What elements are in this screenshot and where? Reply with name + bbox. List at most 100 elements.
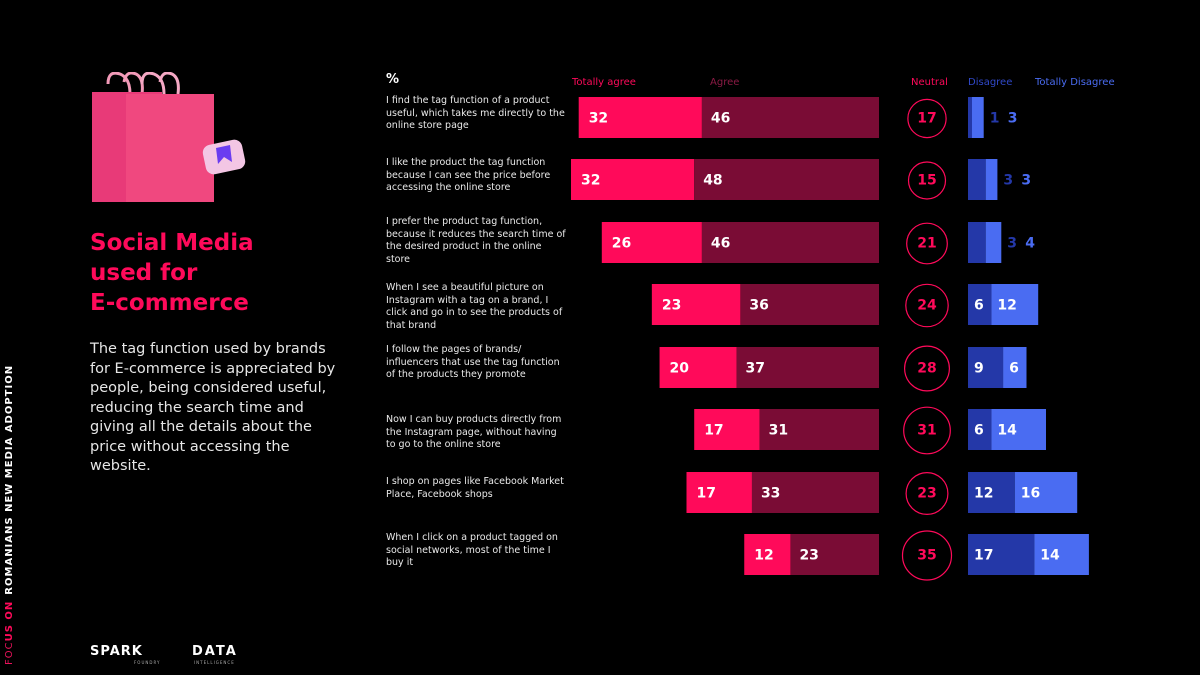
headline-line: E-commerce: [90, 290, 249, 316]
bar-totally-agree: [578, 97, 702, 138]
label-disagree: 9: [974, 361, 984, 377]
description: The tag function used by brands for E-co…: [90, 341, 336, 474]
legend-totally-disagree: Totally Disagree: [1035, 77, 1115, 88]
bar-agree: [759, 409, 879, 450]
bar-disagree: [968, 472, 1015, 513]
bar-agree: [694, 159, 879, 200]
label-disagree: 3: [1007, 236, 1017, 252]
label-neutral: 28: [917, 361, 936, 377]
statement-label: I prefer the product tag function, becau…: [386, 216, 566, 265]
legend-agree: Agree: [710, 77, 740, 88]
headline: Social Media used for E-commerce: [90, 228, 330, 318]
label-totally-agree: 26: [612, 236, 631, 252]
circle-neutral: [903, 345, 950, 392]
statement-label: I shop on pages like Facebook Market Pla…: [386, 476, 564, 500]
label-neutral: 15: [917, 173, 936, 189]
label-totally-disagree: 16: [1021, 486, 1040, 502]
statement-label: I find the tag function of a product use…: [386, 95, 565, 131]
unit-label: %: [386, 72, 400, 87]
label-agree: 37: [746, 361, 765, 377]
label-disagree: 6: [974, 423, 984, 439]
bar-totally-disagree: [972, 97, 984, 138]
label-agree: 46: [711, 236, 730, 252]
statement-label: I follow the pages of brands/ influencer…: [386, 344, 560, 380]
bar-totally-disagree: [991, 409, 1046, 450]
bar-agree: [701, 97, 879, 138]
circle-neutral: [907, 98, 947, 139]
bar-disagree: [968, 409, 992, 450]
bar-totally-agree: [694, 409, 760, 450]
bar-agree: [736, 347, 879, 388]
label-totally-agree: 23: [662, 298, 681, 314]
legend-neutral: Neutral: [911, 77, 948, 88]
headline-line: Social Media: [90, 230, 254, 256]
label-totally-disagree: 12: [997, 298, 1016, 314]
bar-agree: [790, 534, 879, 575]
bar-totally-disagree: [985, 159, 998, 200]
label-agree: 48: [703, 173, 722, 189]
spark-logo: SPARK: [90, 644, 143, 659]
bar-disagree: [968, 97, 972, 138]
label-disagree: 12: [974, 486, 993, 502]
label-neutral: 21: [917, 236, 936, 252]
label-totally-disagree: 4: [1025, 236, 1035, 252]
circle-neutral: [905, 283, 949, 328]
label-disagree: 3: [1003, 173, 1013, 189]
label-neutral: 24: [917, 298, 937, 314]
bar-totally-disagree: [1003, 347, 1027, 388]
headline-line: used for: [90, 260, 198, 286]
label-totally-agree: 17: [704, 423, 723, 439]
bar-disagree: [968, 534, 1035, 575]
bar-disagree: [968, 159, 986, 200]
label-agree: 46: [711, 111, 730, 127]
label-agree: 33: [761, 486, 780, 502]
data-logo: DATA: [192, 644, 238, 659]
label-agree: 23: [799, 548, 818, 564]
spark-logo-sub: FOUNDRY: [134, 660, 161, 665]
label-totally-agree: 32: [581, 173, 600, 189]
bar-totally-agree: [744, 534, 791, 575]
bar-totally-agree: [601, 222, 702, 263]
statement-label: I like the product the tag function beca…: [386, 157, 551, 193]
statement-label: When I click on a product tagged on soci…: [386, 532, 558, 568]
label-totally-disagree: 14: [1040, 548, 1060, 564]
label-totally-agree: 20: [670, 361, 690, 377]
bar-totally-agree: [659, 347, 737, 388]
bar-agree: [701, 222, 879, 263]
bar-totally-disagree: [985, 222, 1002, 263]
bar-disagree: [968, 284, 992, 325]
circle-neutral: [907, 161, 947, 200]
statement-label: When I see a beautiful picture on Instag…: [386, 282, 563, 331]
bar-agree: [740, 284, 879, 325]
label-totally-agree: 12: [754, 548, 773, 564]
bar-disagree: [968, 222, 986, 263]
label-neutral: 35: [917, 548, 936, 564]
bar-agree: [751, 472, 879, 513]
label-totally-disagree: 3: [1021, 173, 1031, 189]
label-neutral: 23: [917, 486, 936, 502]
data-logo-sub: INTELLIGENCE: [194, 660, 235, 665]
label-neutral: 17: [917, 111, 936, 127]
legend-totally-agree: Totally agree: [572, 77, 636, 88]
circle-neutral: [906, 222, 948, 265]
label-agree: 31: [769, 423, 788, 439]
bar-totally-disagree: [1034, 534, 1089, 575]
circle-neutral: [901, 530, 953, 581]
label-agree: 36: [749, 298, 768, 314]
label-totally-disagree: 14: [997, 423, 1017, 439]
circle-neutral: [905, 472, 949, 516]
statement-label: Now I can buy products directly from the…: [386, 414, 562, 450]
shopping-bags-icon: [92, 72, 246, 202]
bar-totally-agree: [651, 284, 741, 325]
label-totally-disagree: 3: [1008, 111, 1018, 127]
bar-disagree: [968, 347, 1004, 388]
label-disagree: 1: [990, 111, 1000, 127]
label-disagree: 17: [974, 548, 993, 564]
label-totally-disagree: 6: [1009, 361, 1019, 377]
bar-totally-disagree: [1014, 472, 1078, 513]
bar-totally-disagree: [991, 284, 1039, 325]
label-totally-agree: 32: [589, 111, 608, 127]
label-totally-agree: 17: [697, 486, 716, 502]
legend-disagree: Disagree: [968, 77, 1013, 88]
